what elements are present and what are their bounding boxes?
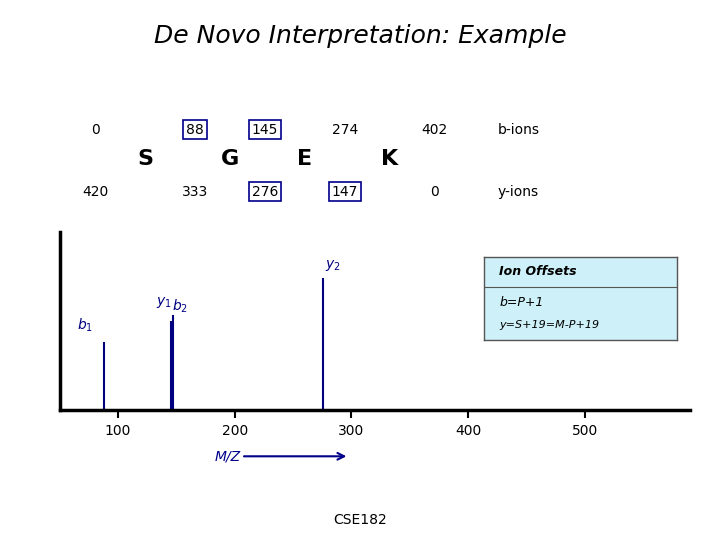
- Text: $b_{1}$: $b_{1}$: [77, 316, 94, 334]
- Text: $y_{1}$: $y_{1}$: [156, 295, 171, 310]
- Text: b-ions: b-ions: [498, 123, 539, 137]
- Text: y-ions: y-ions: [498, 185, 539, 199]
- Text: 402: 402: [422, 123, 448, 137]
- Text: M/Z: M/Z: [215, 449, 241, 463]
- Text: $b_{2}$: $b_{2}$: [172, 298, 188, 315]
- Text: 420: 420: [82, 185, 108, 199]
- Text: 145: 145: [252, 123, 278, 137]
- Text: 0: 0: [91, 123, 99, 137]
- Text: 333: 333: [182, 185, 208, 199]
- Text: CSE182: CSE182: [333, 512, 387, 526]
- Text: b=P+1: b=P+1: [499, 296, 544, 309]
- Text: S: S: [137, 149, 153, 170]
- Text: E: E: [297, 149, 312, 170]
- Text: G: G: [221, 149, 239, 170]
- Bar: [484, 256, 677, 286]
- Text: 0: 0: [431, 185, 439, 199]
- Text: De Novo Interpretation: Example: De Novo Interpretation: Example: [153, 24, 567, 48]
- Text: y=S+19=M-P+19: y=S+19=M-P+19: [499, 320, 600, 330]
- Text: 88: 88: [186, 123, 204, 137]
- Text: 276: 276: [252, 185, 278, 199]
- Text: 274: 274: [332, 123, 358, 137]
- Text: $y_{2}$: $y_{2}$: [325, 258, 341, 273]
- Text: Ion Offsets: Ion Offsets: [499, 265, 577, 278]
- Text: K: K: [382, 149, 398, 170]
- Text: 147: 147: [332, 185, 358, 199]
